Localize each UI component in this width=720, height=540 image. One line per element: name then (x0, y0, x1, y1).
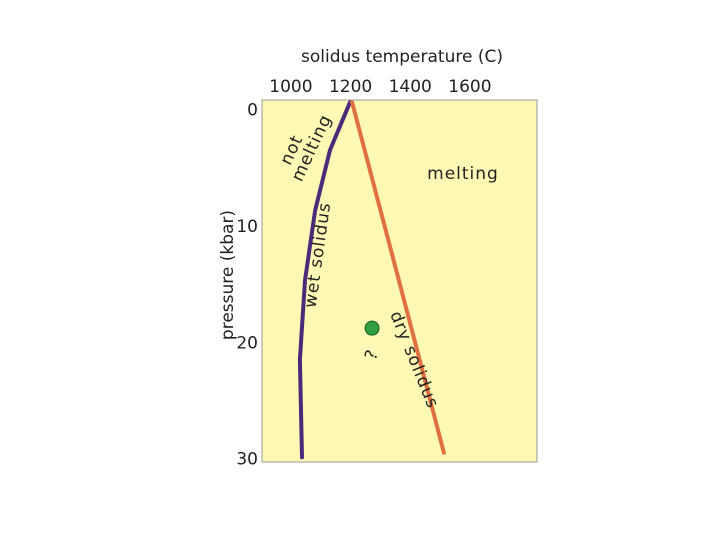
point (364, 320, 380, 336)
annotation: melting (427, 164, 499, 184)
x-tick-label: 1600 (448, 77, 491, 97)
x-tick-label: 1000 (269, 77, 312, 97)
y-tick-label: 30 (236, 450, 258, 470)
y-tick-label: 20 (236, 333, 258, 353)
y-tick-label: 0 (247, 100, 258, 120)
x-axis-title: solidus temperature (C) (301, 47, 503, 67)
y-tick-label: 10 (236, 217, 258, 237)
series-line (350, 100, 446, 455)
y-axis-title: pressure (kbar) (218, 210, 238, 340)
x-tick-label: 1200 (329, 77, 372, 97)
series-line (297, 100, 352, 460)
x-tick-label: 1400 (389, 77, 432, 97)
